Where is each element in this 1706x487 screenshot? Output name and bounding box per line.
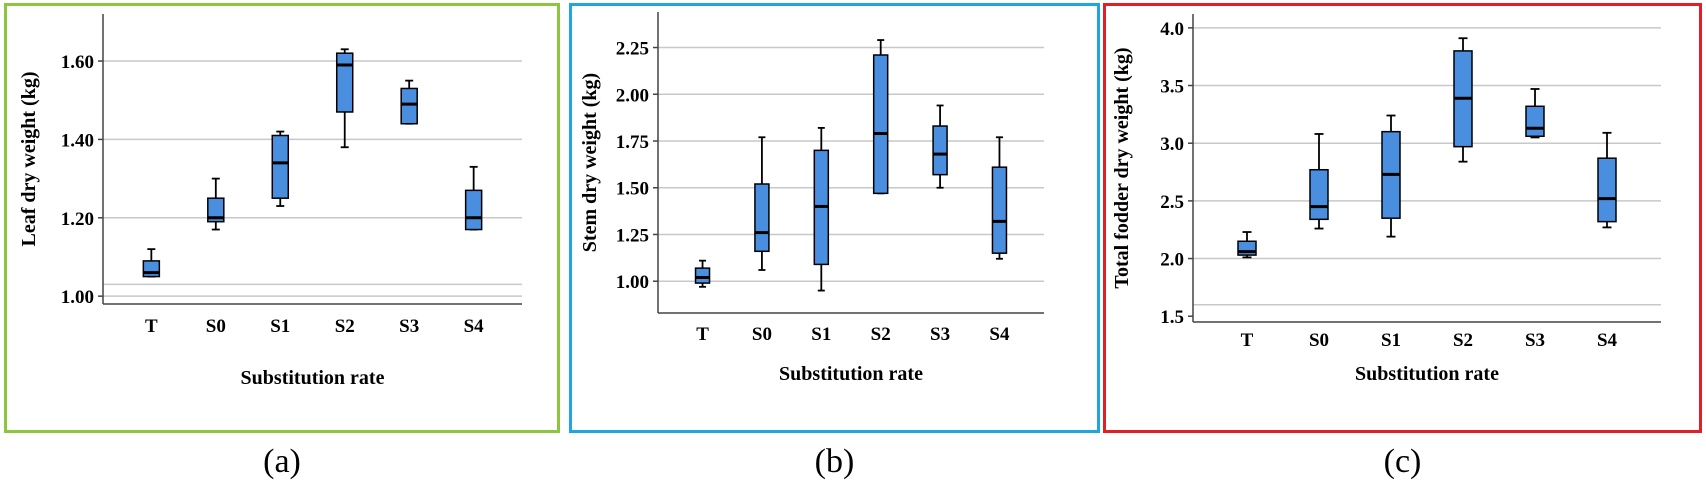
caption-a: (a) [263, 443, 301, 480]
box-S0 [1309, 168, 1329, 221]
y-tick-label: 2.25 [616, 39, 649, 60]
y-axis-label: Leaf dry weight (kg) [18, 72, 40, 247]
box-S4 [991, 166, 1008, 254]
y-tick-label: 1.60 [61, 52, 94, 73]
x-tick-label: S3 [1525, 330, 1545, 351]
x-tick-label: T [145, 316, 158, 337]
chart-b-svg: 1.00 1.25 1.50 1.75 2.00 2.25 T S0 S1 S2 S3 S4 Subst… [579, 12, 1044, 385]
y-tick-label: 1.5 [1160, 307, 1184, 328]
box-S1 [271, 134, 290, 199]
x-tick-label: T [696, 324, 709, 345]
chart-panel-b: 1.00 1.25 1.50 1.75 2.00 2.25 T S0 S1 S2 S3 S4 Subst… [569, 3, 1100, 433]
caption-c: (c) [1383, 443, 1422, 480]
box-S0 [754, 183, 770, 253]
y-tick-label: 2.0 [1160, 250, 1184, 271]
box-S4 [464, 189, 483, 231]
box-S4 [1597, 157, 1617, 223]
x-axis-label: Substitution rate [1355, 363, 1499, 385]
y-tick-label: 3.5 [1160, 77, 1184, 98]
box-S2 [335, 52, 354, 113]
x-tick-label: S3 [930, 324, 950, 345]
x-tick-label: S2 [335, 316, 355, 337]
x-axis-label: Substitution rate [241, 367, 385, 389]
x-tick-label: S2 [871, 324, 891, 345]
y-tick-label: 1.75 [616, 132, 649, 153]
x-tick-label: S2 [1453, 330, 1473, 351]
y-tick-label: 1.00 [61, 287, 94, 308]
x-tick-label: S4 [1597, 330, 1618, 351]
y-tick-label: 2.5 [1160, 192, 1184, 213]
x-tick-label: S3 [399, 316, 419, 337]
x-tick-label: S4 [989, 324, 1010, 345]
chart-c-svg: 1.5 2.0 2.5 3.0 3.5 4.0 T S0 S1 S2 S3 S4 Substitutio… [1111, 14, 1661, 385]
box-S3 [1525, 105, 1545, 138]
y-tick-label: 1.50 [616, 179, 649, 200]
x-tick-label: S0 [1309, 330, 1329, 351]
chart-a-svg: 1.00 1.20 1.40 1.60 T S0 S1 S2 S3 S4 Substitution … [18, 14, 522, 389]
y-tick-label: 4.0 [1160, 19, 1184, 40]
y-tick-label: 1.20 [61, 209, 94, 230]
y-tick-label: 1.00 [616, 272, 649, 293]
box-S2 [872, 54, 889, 195]
y-axis-label: Total fodder dry weight (kg) [1111, 47, 1133, 288]
y-tick-label: 2.00 [616, 85, 649, 106]
x-tick-label: S1 [1381, 330, 1401, 351]
x-tick-label: S0 [752, 324, 772, 345]
y-tick-label: 3.0 [1160, 134, 1184, 155]
x-axis-label: Substitution rate [779, 363, 923, 385]
box-S3 [932, 125, 948, 176]
box-S3 [400, 87, 418, 125]
box-T [142, 260, 161, 278]
y-tick-label: 1.25 [616, 225, 649, 246]
x-tick-label: S1 [270, 316, 290, 337]
y-axis-label: Stem dry weight (kg) [579, 73, 601, 252]
x-tick-label: S1 [811, 324, 831, 345]
x-tick-label: S4 [464, 316, 485, 337]
box-S0 [207, 197, 225, 223]
box-T [694, 267, 711, 284]
x-tick-label: S0 [206, 316, 226, 337]
chart-panel-a: 1.00 1.20 1.40 1.60 T S0 S1 S2 S3 S4 Substitution … [4, 3, 560, 433]
y-tick-label: 1.40 [61, 130, 94, 151]
caption-b: (b) [814, 443, 855, 480]
x-tick-label: T [1241, 330, 1254, 351]
chart-panel-c: 1.5 2.0 2.5 3.0 3.5 4.0 T S0 S1 S2 S3 S4 Substitutio… [1103, 3, 1702, 433]
